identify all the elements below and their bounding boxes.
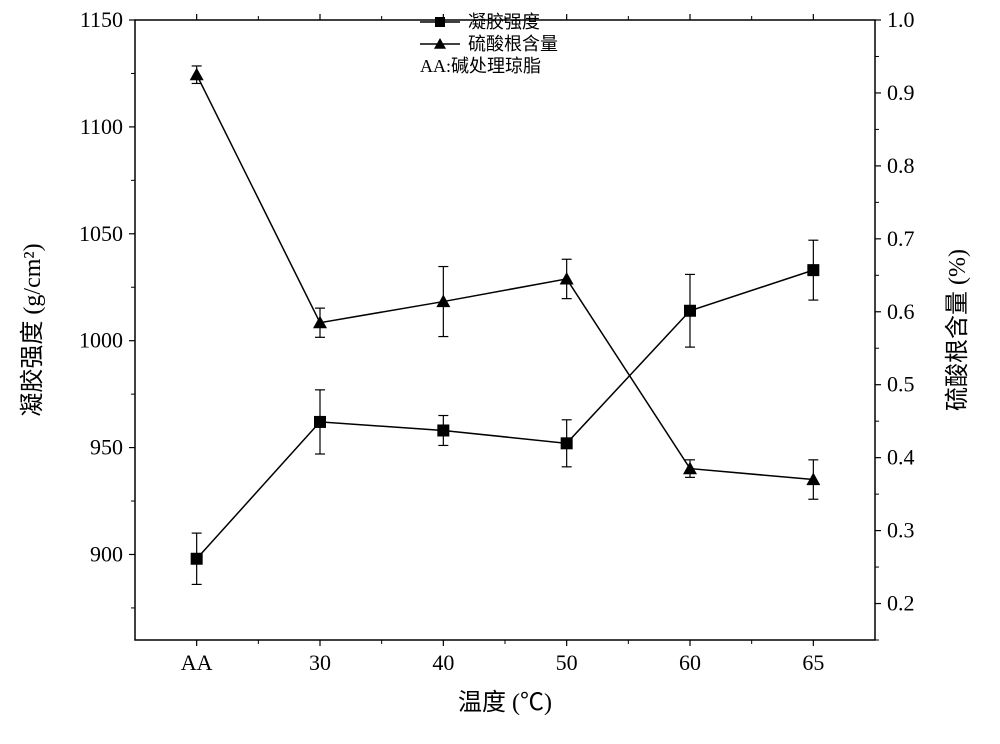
marker-triangle [683, 462, 697, 475]
y-left-tick-label: 1050 [79, 221, 123, 246]
y-right-axis-label: 硫酸根含量 (%) [944, 249, 971, 411]
marker-triangle [560, 272, 574, 285]
x-tick-label: 60 [679, 650, 701, 675]
y-right-tick-label: 0.2 [887, 591, 915, 616]
plot-border [135, 20, 875, 640]
marker-square [561, 437, 573, 449]
y-left-tick-label: 1100 [80, 114, 123, 139]
marker-triangle [190, 68, 204, 81]
y-left-tick-label: 1150 [80, 7, 123, 32]
marker-square [191, 553, 203, 565]
y-right-tick-label: 0.4 [887, 445, 915, 470]
y-right-tick-label: 1.0 [887, 7, 915, 32]
legend-annotation: AA:碱处理琼脂 [420, 56, 541, 76]
x-tick-label: AA [181, 650, 213, 675]
y-right-tick-label: 0.7 [887, 226, 915, 251]
y-right-tick-label: 0.6 [887, 299, 915, 324]
y-left-tick-label: 1000 [79, 328, 123, 353]
y-left-tick-label: 900 [90, 541, 123, 566]
legend-marker-square [435, 17, 445, 27]
y-right-tick-label: 0.5 [887, 372, 915, 397]
x-tick-label: 30 [309, 650, 331, 675]
marker-square [684, 305, 696, 317]
x-axis-label: 温度 (℃) [458, 689, 552, 716]
marker-square [437, 424, 449, 436]
chart-container: AA 30 40 50 60 65 温度 (℃) 900 950 1000 1050 1100 1150… [0, 0, 1000, 744]
y-left-tick-label: 950 [90, 435, 123, 460]
x-tick-label: 50 [556, 650, 578, 675]
x-tick-label: 40 [432, 650, 454, 675]
y-right-tick-label: 0.9 [887, 80, 915, 105]
y-right-tick-label: 0.3 [887, 518, 915, 543]
x-tick-label: 65 [802, 650, 824, 675]
chart-svg: AA 30 40 50 60 65 温度 (℃) 900 950 1000 1050 1100 1150… [0, 0, 1000, 744]
series-line-0 [197, 270, 814, 559]
marker-square [807, 264, 819, 276]
marker-square [314, 416, 326, 428]
legend-label: 硫酸根含量 [468, 34, 558, 54]
y-right-tick-label: 0.8 [887, 153, 915, 178]
y-left-axis-label: 凝胶强度 (g/cm²) [19, 243, 46, 416]
legend-label: 凝胶强度 [468, 12, 540, 32]
series-line-1 [197, 75, 814, 480]
